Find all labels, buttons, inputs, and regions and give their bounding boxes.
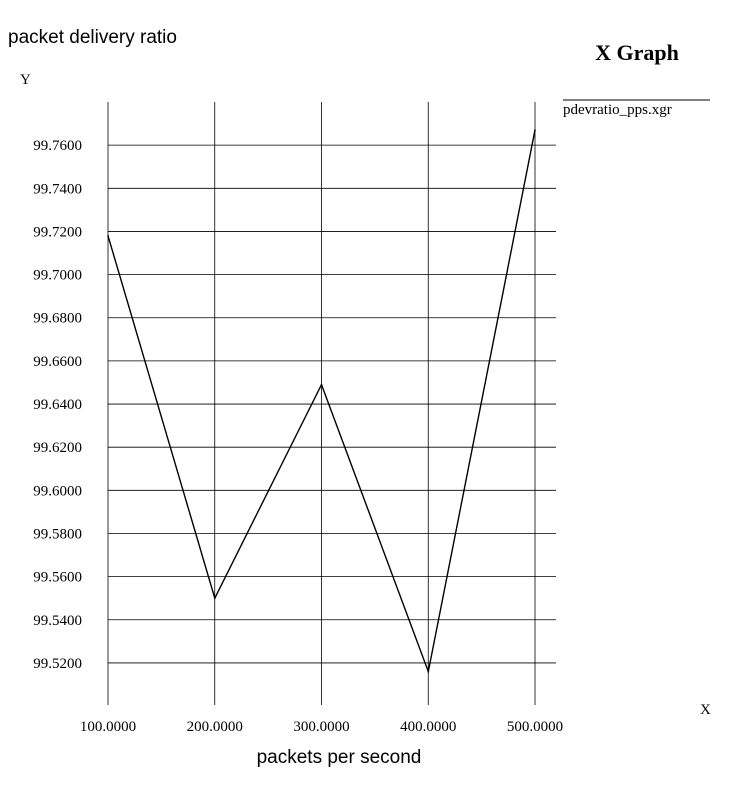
x-axis-label: packets per second bbox=[257, 747, 422, 768]
y-tick-label: 99.5400 bbox=[33, 613, 82, 629]
y-tick-label: 99.7200 bbox=[33, 224, 82, 240]
y-tick-label: 99.6200 bbox=[33, 440, 82, 456]
plot-series bbox=[107, 129, 536, 675]
y-tick-label: 99.5200 bbox=[33, 656, 82, 672]
plot-grid bbox=[107, 102, 556, 705]
x-tick-label: 500.0000 bbox=[507, 719, 563, 735]
x-axis-letter: X bbox=[700, 702, 711, 718]
y-tick-label: 99.7400 bbox=[33, 181, 82, 197]
legend-label: pdevratio_pps.xgr bbox=[563, 102, 672, 118]
y-axis-letter: Y bbox=[20, 72, 31, 88]
y-tick-label: 99.6800 bbox=[33, 311, 82, 327]
y-tick-label: 99.6000 bbox=[33, 483, 82, 499]
y-tick-label: 99.7600 bbox=[33, 138, 82, 154]
x-tick-label: 400.0000 bbox=[400, 719, 456, 735]
y-tick-labels: 99.5200 99.5400 99.5600 99.5800 99.6000 99.62… bbox=[33, 138, 82, 672]
data-point bbox=[427, 670, 430, 673]
y-tick-label: 99.6600 bbox=[33, 354, 82, 370]
data-point bbox=[320, 383, 323, 386]
y-tick-label: 99.6400 bbox=[33, 397, 82, 413]
x-tick-labels: 100.0000 200.0000 300.0000 400.0000 500.0000 bbox=[80, 719, 563, 735]
y-tick-label: 99.5600 bbox=[33, 570, 82, 586]
data-point bbox=[107, 234, 109, 237]
x-tick-label: 300.0000 bbox=[293, 719, 349, 735]
x-tick-label: 100.0000 bbox=[80, 719, 136, 735]
data-point bbox=[534, 129, 536, 131]
x-tick-label: 200.0000 bbox=[187, 719, 243, 735]
data-point bbox=[213, 597, 216, 600]
chart-title: packet delivery ratio bbox=[8, 27, 177, 48]
y-tick-label: 99.5800 bbox=[33, 526, 82, 542]
y-tick-label: 99.7000 bbox=[33, 268, 82, 284]
window-title: X Graph bbox=[595, 40, 679, 65]
